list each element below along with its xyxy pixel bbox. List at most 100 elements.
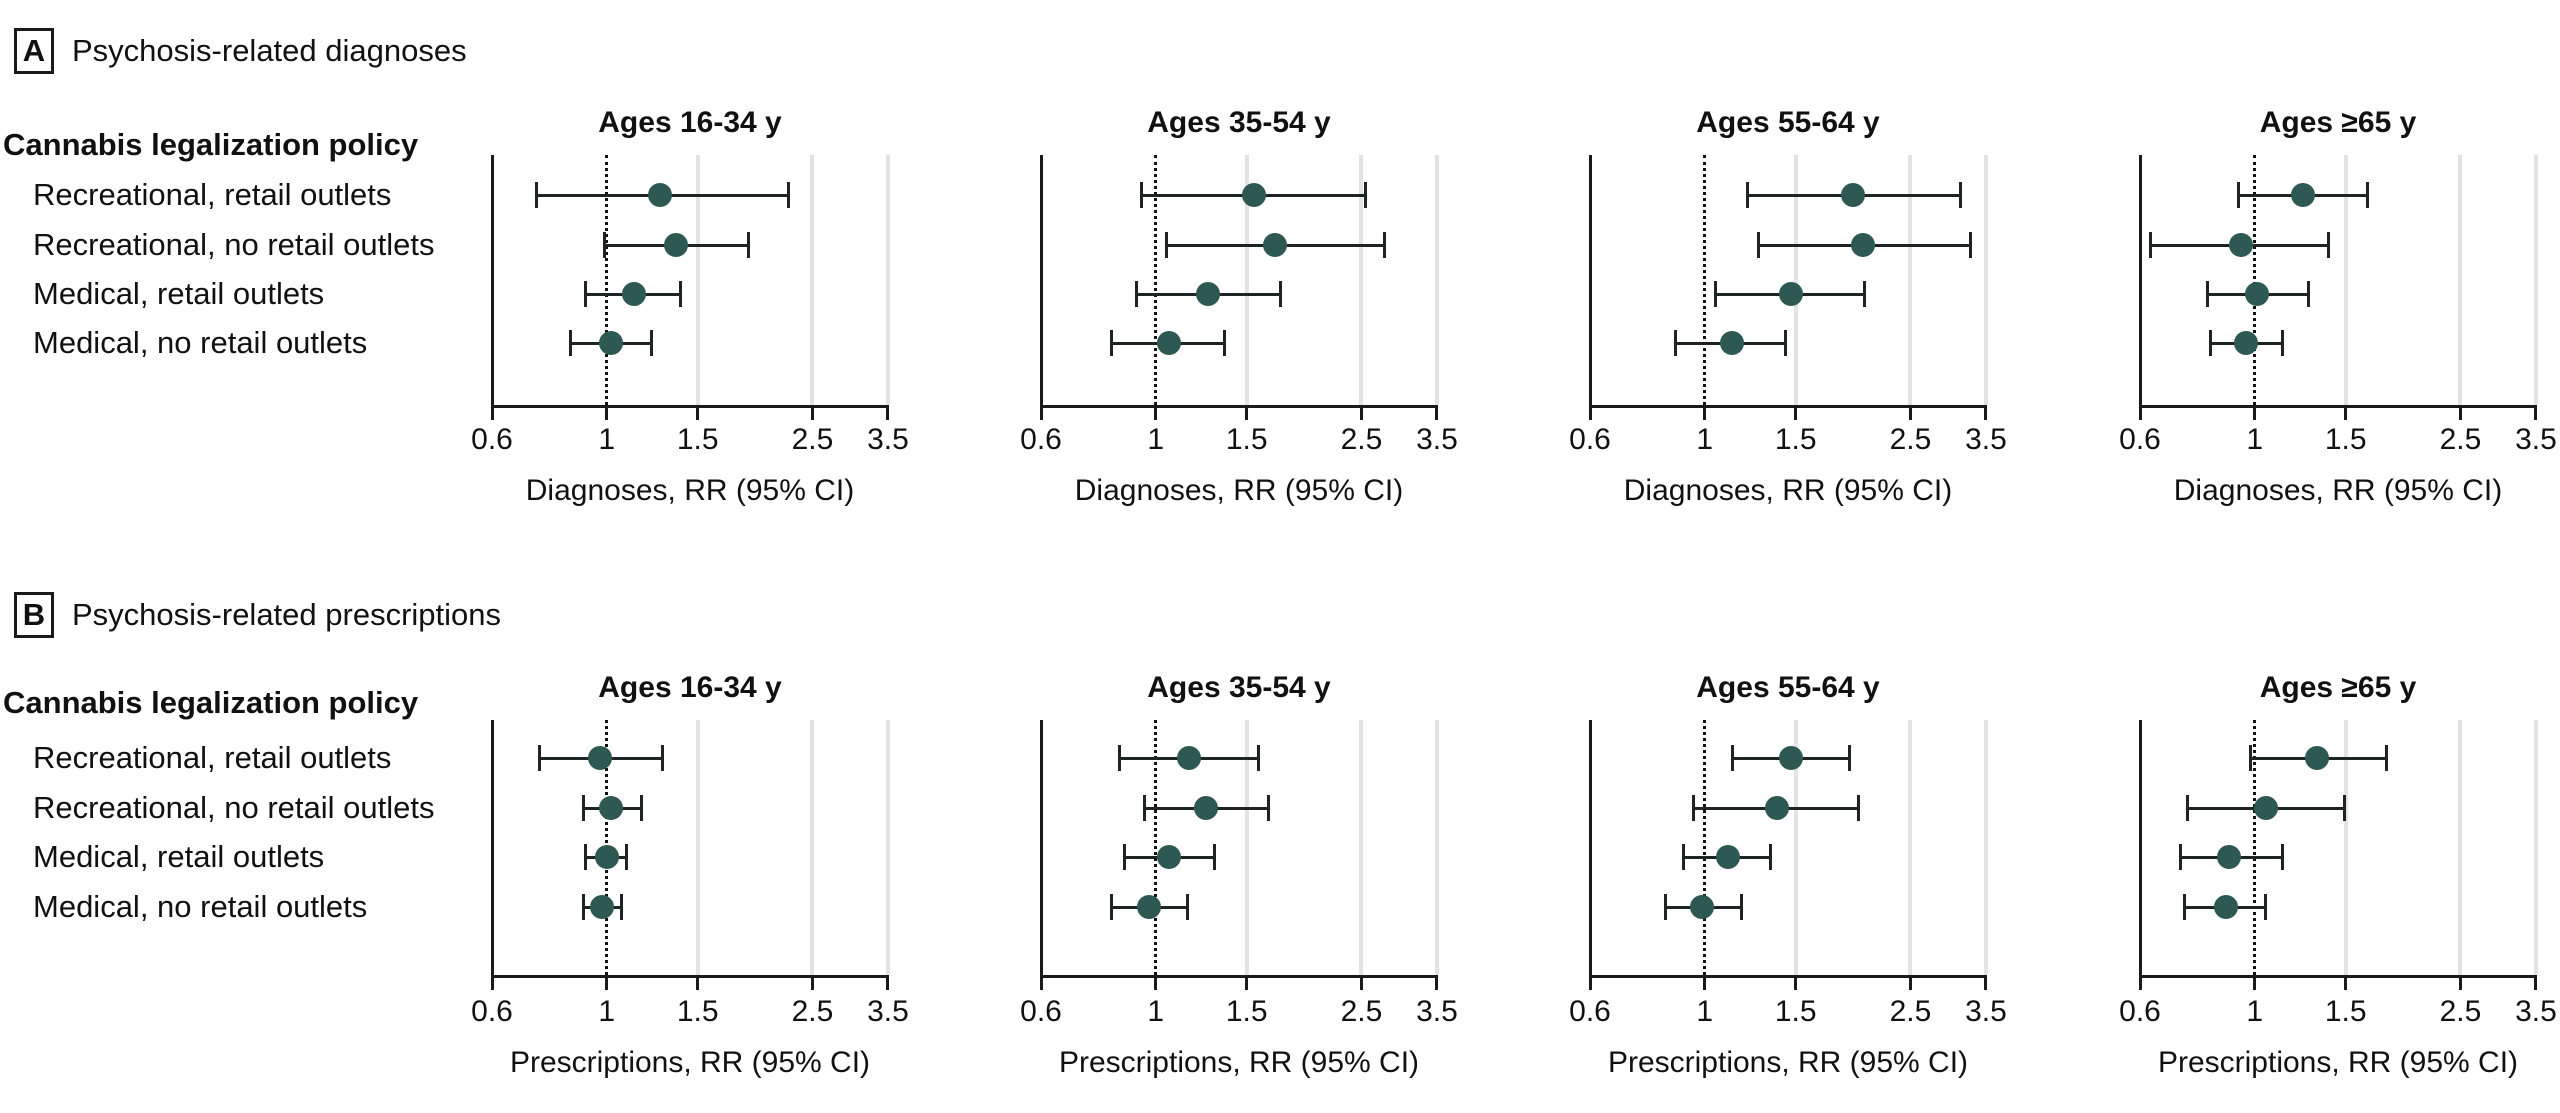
gridline [810,155,815,405]
gridline [2533,155,2538,405]
x-axis-tick [490,408,494,420]
x-axis-line [1039,405,1439,408]
panel-a-row-label-3: Medical, retail outlets [33,276,325,311]
plot-title: Ages 55-64 y [1696,671,1880,704]
x-axis-tick [696,408,700,420]
ci-cap-right [2280,844,2284,870]
panel-a-row-label-2: Recreational, no retail outlets [33,227,435,262]
x-axis-tick [605,408,609,420]
ci-cap-right [1768,844,1772,870]
point-estimate-dot [1850,233,1875,257]
ci-cap-right [1382,232,1386,258]
ci-cap-left [2248,745,2252,771]
x-axis-tick-label: 2.5 [1340,995,1383,1028]
x-axis-tick [810,408,814,420]
y-axis-spine [490,720,494,978]
ci-cap-right [1856,795,1860,821]
x-axis-tick-label: 2.5 [2439,995,2482,1028]
panel-a-letter: A [22,33,46,68]
point-estimate-dot [2244,282,2269,306]
panel-a-row-label-4: Medical, no retail outlets [33,325,368,360]
plot-title: Ages 16-34 y [598,671,782,704]
gridline [1434,720,1439,975]
point-estimate-dot [1765,796,1789,820]
point-estimate-dot [1720,331,1745,355]
ci-cap-left [1682,844,1686,870]
ci-cap-right [660,745,664,771]
panel-a-policy-header: Cannabis legalization policy [3,127,419,162]
panel-b-row-label-2: Recreational, no retail outlets [33,790,435,825]
x-axis-tick-label: 0.6 [471,423,513,456]
ci-cap-left [2149,232,2153,258]
x-axis-tick-label: 3.5 [1416,423,1458,456]
x-axis-tick-label: 0.6 [1569,423,1611,456]
x-axis-tick-label: 2.5 [1889,995,1932,1028]
gridline [695,720,700,975]
y-axis-spine [2138,155,2142,408]
x-axis-line [1588,975,1988,978]
ci-cap-left [602,232,606,258]
x-axis-tick-label: 1.5 [676,995,719,1028]
x-axis-label: Prescriptions, RR (95% CI) [1058,1046,1420,1079]
ci-cap-left [537,745,541,771]
y-axis-spine [1039,720,1043,978]
point-estimate-dot [594,845,619,869]
ci-cap-left [581,894,585,920]
point-estimate-dot [599,331,624,355]
x-axis-line [1039,975,1439,978]
point-estimate-dot [587,746,612,770]
x-axis-tick-label: 0.6 [1020,995,1062,1028]
point-estimate-dot [1716,845,1741,869]
gridline [1983,155,1988,405]
ci-cap-right [679,281,683,307]
x-axis-tick [696,978,700,990]
x-axis-tick [1908,978,1912,990]
plot-title: Ages 16-34 y [598,106,782,139]
ci-cap-right [1213,844,1217,870]
x-axis-tick [886,978,890,990]
ci-cap-right [1740,894,1744,920]
ci-cap-right [2264,894,2268,920]
point-estimate-dot [2213,895,2238,919]
point-estimate-dot [1779,746,1804,770]
ci-cap-right [649,330,653,356]
x-axis-tick [2458,408,2462,420]
ci-cap-left [568,330,572,356]
ci-cap-right [2280,330,2284,356]
point-estimate-dot [1156,845,1181,869]
x-axis-tick [1703,978,1707,990]
x-axis-tick-label: 1 [598,423,616,456]
point-estimate-dot [2216,845,2241,869]
gridline [1434,155,1439,405]
x-axis-tick [2344,978,2348,990]
x-axis-tick-label: 2.5 [2439,423,2482,456]
ci-cap-right [1364,182,1368,208]
x-axis-tick-label: 1 [1696,995,1714,1028]
y-axis-spine [1588,155,1592,408]
x-axis-tick-label: 3.5 [867,995,909,1028]
gridline [1359,155,1364,405]
x-axis-tick [1435,978,1439,990]
x-axis-tick [1984,978,1988,990]
x-axis-label: Diagnoses, RR (95% CI) [525,474,855,507]
panel-b-row-label-1: Recreational, retail outlets [33,740,392,775]
x-axis-tick-label: 1 [1696,423,1714,456]
x-axis-tick-label: 2.5 [1889,423,1932,456]
ci-cap-right [2327,232,2331,258]
ci-cap-left [584,844,588,870]
x-axis-tick-label: 0.6 [471,995,513,1028]
panel-b-title: Psychosis-related prescriptions [72,597,502,632]
x-axis-tick-label: 3.5 [2515,995,2557,1028]
ci-cap-right [2385,745,2389,771]
x-axis-tick-label: 0.6 [1020,423,1062,456]
x-axis-tick-label: 1 [2246,423,2264,456]
x-axis-tick-label: 1.5 [1774,995,1817,1028]
ci-cap-right [1958,182,1962,208]
ci-cap-right [2306,281,2310,307]
x-axis-line [490,405,890,408]
point-estimate-dot [599,796,624,820]
x-axis-tick-label: 1.5 [1225,423,1268,456]
ci-cap-left [1756,232,1760,258]
gridline [1359,720,1364,975]
ci-cap-right [624,844,628,870]
